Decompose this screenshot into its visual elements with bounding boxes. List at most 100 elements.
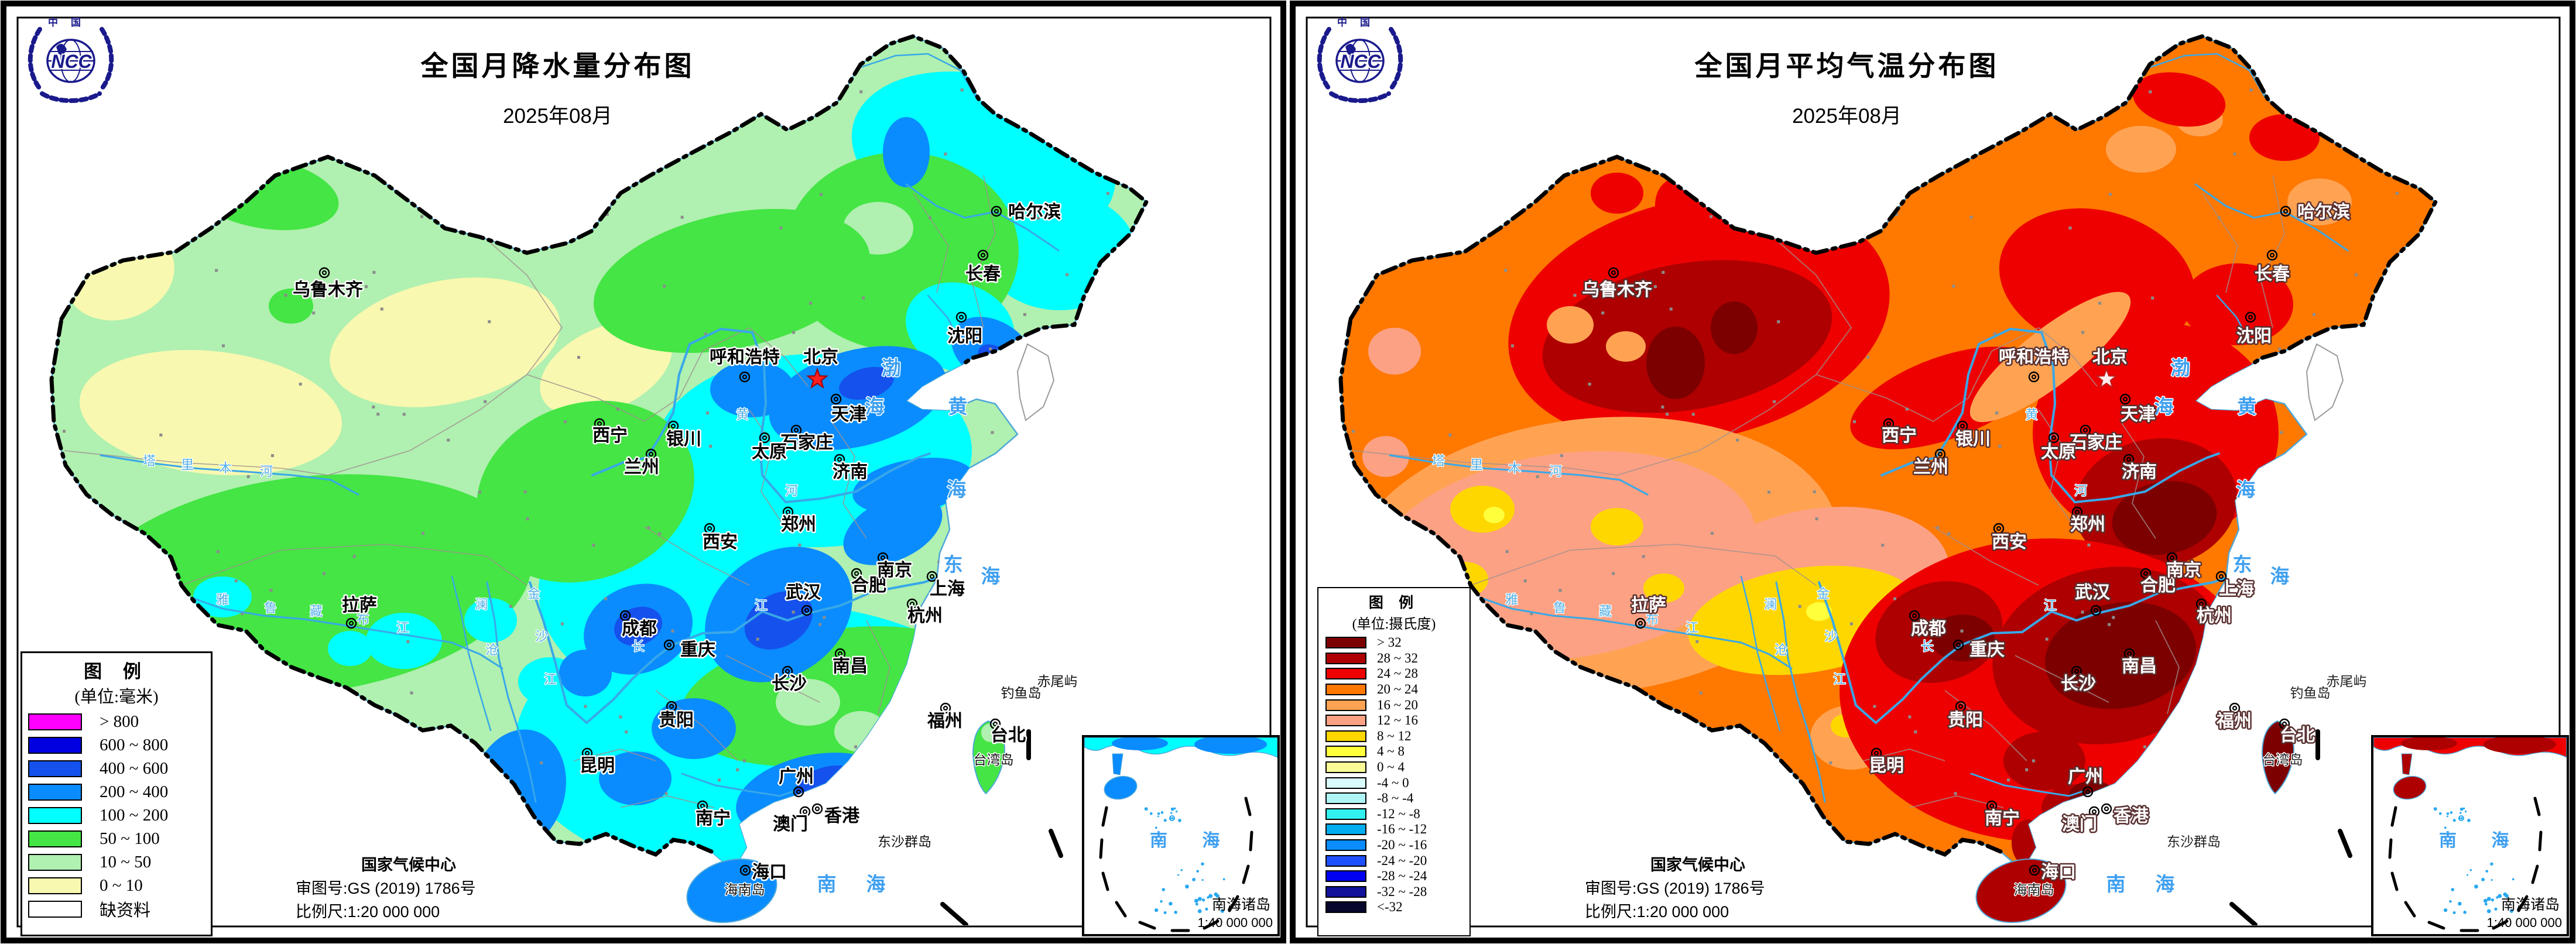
island-label: 钓鱼岛 [2290,686,2331,701]
precipitation-panel: 渤海黄海东海南海塔里木河雅鲁藏布江金沙江澜沧黄河长江海南岛 台湾岛 东沙群岛 钓鱼岛赤… [0,0,1287,944]
province-line [1815,327,2098,422]
south-china-sea-inset: 南 海 南海诸岛 1:40 000 000 [2371,735,2569,936]
contour-region [834,711,887,752]
prefecture-dot [2408,447,2411,450]
prefecture-dot [2256,612,2259,616]
national-border-south [49,317,714,857]
province-borders [1353,175,2285,808]
inset-island-dot [2485,902,2488,906]
sea-label: 东 [2233,554,2252,576]
prefecture-dot [1947,532,1951,535]
prefecture-dot [577,356,581,359]
province-line [2015,655,2109,703]
legend-swatch [1325,746,1366,758]
prefecture-dot [270,454,274,458]
prefecture-dot [1853,420,1856,424]
city-label: 沈阳 [947,327,982,346]
prefecture-dot [1119,447,1122,450]
contour-region [1999,208,2195,353]
river [2149,53,2267,99]
city-marker-inner [1912,613,1917,619]
inset-map: 南 海 [1084,735,1278,934]
prefecture-dot [742,759,746,763]
city-marker-inner [785,668,790,674]
inset-island-dot [1196,870,1199,873]
city-label: 香港 [2113,806,2149,826]
city-marker-inner [762,435,768,441]
prefecture-dot [1534,732,1537,736]
province-line [971,175,996,328]
prefecture-dot [1695,640,1699,643]
city-label: 澳门 [773,815,808,834]
inset-nine-dash [2492,919,2509,930]
map-svg: 渤海 黄海东海南 海塔里木河雅鲁 藏布江金沙江澜沧黄河长江海南岛台湾岛东沙群岛钓鱼岛赤… [1290,1,2575,943]
inset-island-dot [2443,908,2448,912]
footer: 国家气候中心 审图号:GS (2019) 1786号 比例尺:1:20 000 … [1585,853,1765,924]
city-label: 拉萨 [342,595,377,615]
prefecture-dot [818,623,822,626]
prefecture-dot [944,152,947,156]
inset-atoll [1169,815,1175,821]
sea-label: 南 [817,874,837,895]
city-marker-inner [796,789,801,795]
prefecture-dot [862,296,865,300]
prefecture-dot [540,761,543,764]
prefecture-dot [413,734,416,737]
contour-region [710,361,794,417]
city-marker [318,267,330,279]
city-label: 南宁 [696,808,731,828]
inset-island-dot [2459,812,2462,814]
inset-island-dot [1144,807,1148,811]
city-label: 郑州 [781,515,816,534]
city-marker-inner [814,806,820,812]
legend-swatch [1325,715,1366,727]
legend-rows: > 32 28 ~ 32 24 ~ 28 20 ~ 24 16 ~ 20 12 ~ 16 8… [1318,635,1469,915]
prefecture-dot [1895,212,1898,216]
city-marker-inner [1611,270,1616,276]
inset-scale: 1:40 000 000 [2486,915,2562,930]
prefecture-dot [1510,344,1514,348]
inset-nine-dash [2533,797,2541,816]
contour-region [2106,126,2176,173]
city-label: 哈尔滨 [1008,202,1061,222]
river-label: 黄 [736,407,749,422]
river-label: 长 [632,639,645,654]
prefecture-dot [208,85,212,89]
inset-island-dot [1214,892,1218,897]
inset-island-dot [2446,815,2448,818]
river-label: 沧 [1775,643,1787,657]
prefecture-dot [1558,589,1562,592]
globe-landmass [56,43,67,55]
river [486,581,537,803]
city-marker [793,786,804,798]
city-label: 香港 [824,806,860,826]
prefecture-dot [2233,152,2236,156]
prefecture-dot [1573,294,1577,297]
prefecture-dot [1642,555,1645,558]
river [2194,183,2349,252]
map-subtitle: 2025年08月 [503,105,612,128]
inset-nine-dash [2390,871,2399,891]
legend-row: > 800 [22,710,211,733]
city-marker [1635,617,1646,629]
city-marker-inner [1638,620,1643,626]
city-label: 海口 [752,863,787,882]
province-line [2120,421,2156,539]
prefecture-dot [2194,782,2198,786]
legend-row: 200 ~ 400 [22,780,211,804]
wreath-bottom [40,91,102,103]
prefecture-dot [402,413,406,416]
korea-outline [2306,343,2344,421]
prefecture-dot [1428,583,1431,587]
city-label: 杭州 [2197,606,2232,626]
prefecture-dot [664,792,668,795]
prefecture-dot [1813,490,1816,493]
inset-island-dot [2450,811,2453,814]
prefecture-dot [327,764,331,768]
river-label: 金 [527,586,540,601]
legend-unit: (单位:摄氏度) [1352,617,1436,632]
city-marker [2229,702,2241,714]
footer: 国家气候中心 审图号:GS (2019) 1786号 比例尺:1:20 000 … [296,853,476,924]
prefecture-dot [284,294,287,297]
